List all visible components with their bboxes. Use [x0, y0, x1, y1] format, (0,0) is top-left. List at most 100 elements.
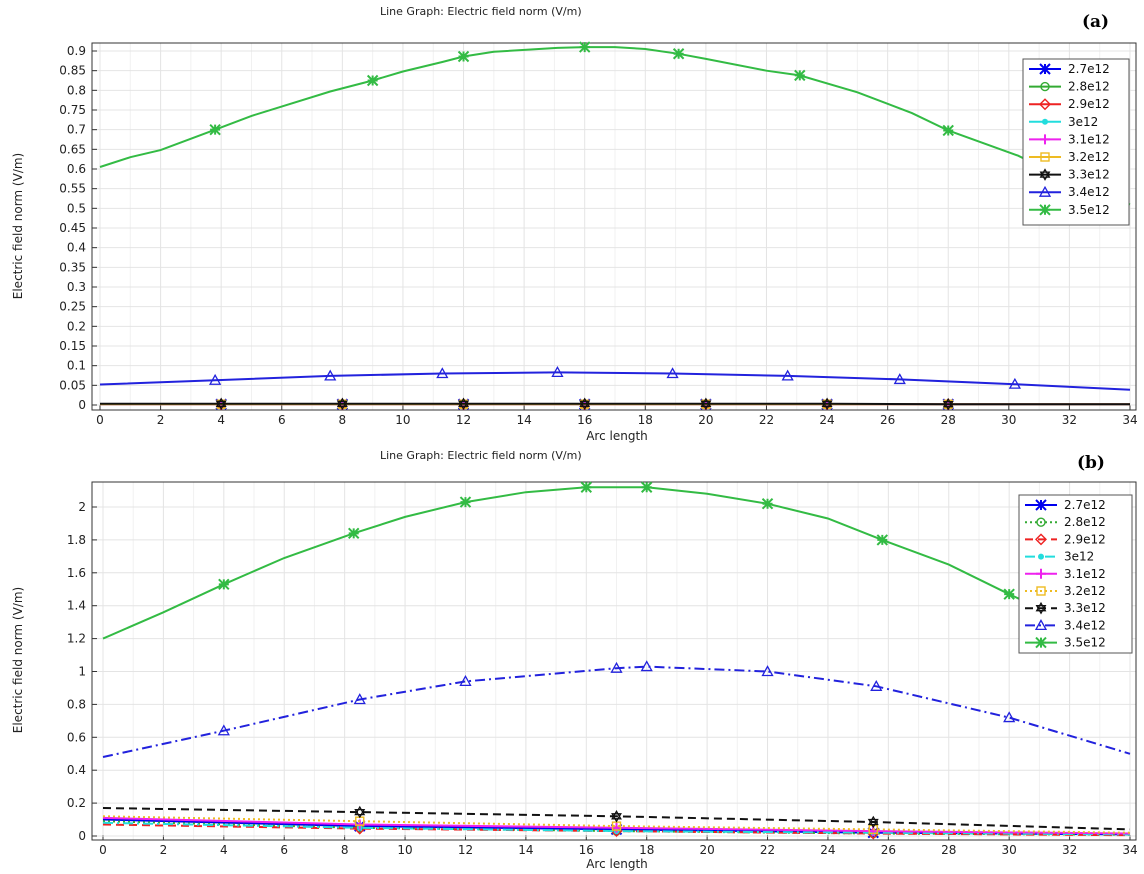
data-point: [354, 805, 366, 816]
data-point: [551, 366, 564, 378]
data-point: [353, 693, 366, 705]
y-tick-label: 0.85: [59, 64, 86, 78]
plot-frame: [91, 481, 1137, 841]
legend-item: 2.8e12: [1029, 80, 1110, 94]
data-point: [781, 369, 794, 381]
y-tick-label: 0.75: [59, 103, 86, 117]
x-tick-label: 4: [220, 843, 228, 857]
data-point: [209, 373, 222, 385]
data-point: [1003, 588, 1015, 600]
data-point: [578, 41, 591, 53]
data-point: [324, 369, 337, 381]
x-tick-label: 18: [639, 843, 654, 857]
data-point: [579, 397, 591, 407]
x-tick-label: 14: [516, 413, 531, 427]
data-point: [1039, 98, 1051, 111]
x-tick-label: 8: [341, 843, 349, 857]
y-tick-label: 0.2: [67, 319, 86, 333]
data-point: [218, 578, 230, 591]
data-point: [1040, 81, 1050, 92]
legend-item: 3.1e12: [1025, 567, 1106, 581]
y-tick-label: 0.6: [67, 162, 86, 176]
x-tick-label: 0: [96, 413, 104, 427]
series-3.5e12: [99, 41, 1131, 206]
series-line: [102, 821, 1131, 836]
data-point: [457, 50, 470, 63]
x-tick-label: 30: [1002, 843, 1017, 857]
x-tick-label: 12: [456, 413, 471, 427]
series-line: [102, 486, 1131, 650]
y-tick-label: 0.05: [59, 378, 86, 392]
data-point: [794, 69, 806, 82]
data-point: [217, 724, 230, 736]
y-tick-label: 0: [78, 398, 86, 412]
data-point: [942, 397, 954, 408]
data-point: [1039, 171, 1051, 181]
y-tick-label: 0.15: [59, 339, 86, 353]
y-tick-label: 0.8: [67, 697, 86, 711]
x-tick-label: 6: [278, 413, 286, 427]
y-tick-label: 0.4: [67, 763, 86, 777]
data-point: [1039, 168, 1051, 178]
x-axis-label: Arc length: [586, 429, 648, 443]
data-point: [876, 534, 889, 546]
data-point: [336, 397, 348, 407]
legend-label: 2.7e12: [1064, 498, 1106, 512]
x-tick-label: 20: [699, 843, 714, 857]
legend-item: 2.8e12: [1025, 515, 1106, 529]
legend-label: 2.9e12: [1068, 97, 1110, 111]
legend-item: 3e12: [1029, 115, 1098, 129]
legend-item: 3.4e12: [1025, 618, 1106, 632]
legend-item: 2.7e12: [1025, 498, 1106, 512]
x-tick-label: 32: [1062, 413, 1077, 427]
data-point: [354, 808, 366, 819]
y-tick-label: 1.2: [67, 632, 86, 646]
legend-item: 3e12: [1025, 550, 1094, 564]
plot-area: [92, 482, 1136, 840]
data-point: [1036, 568, 1046, 579]
data-point: [870, 679, 883, 691]
data-point: [1035, 601, 1047, 612]
data-point: [436, 367, 449, 379]
data-point: [610, 661, 623, 673]
series-3.3e12: [100, 397, 1130, 411]
legend-label: 3.2e12: [1068, 150, 1110, 164]
y-tick-label: 0.7: [67, 123, 86, 137]
legend-label: 3.5e12: [1068, 203, 1110, 217]
x-tick-label: 2: [157, 413, 165, 427]
data-point: [1034, 619, 1048, 631]
y-tick-label: 0.5: [67, 201, 86, 215]
x-tick-label: 24: [820, 843, 835, 857]
y-tick-label: 0.1: [67, 359, 86, 373]
x-tick-label: 14: [518, 843, 533, 857]
x-tick-label: 32: [1062, 843, 1077, 857]
data-point: [459, 675, 472, 687]
data-point: [700, 397, 712, 407]
data-point: [942, 401, 954, 411]
x-tick-label: 10: [397, 843, 412, 857]
data-point: [1035, 533, 1047, 546]
legend-item: 3.5e12: [1029, 203, 1110, 217]
data-point: [209, 123, 221, 136]
data-point: [1038, 553, 1044, 560]
legend: 2.7e12 2.8e12 2.9e12 3e12 3.1e12 3.2e12 3.3e12…: [1018, 494, 1133, 654]
series-3.4e12: [99, 366, 1131, 391]
x-tick-label: 16: [577, 413, 592, 427]
data-point: [761, 665, 774, 677]
x-tick-label: 22: [759, 413, 774, 427]
data-point: [348, 527, 360, 540]
data-point: [580, 481, 593, 493]
legend-label: 3e12: [1068, 115, 1098, 129]
data-point: [1039, 63, 1051, 75]
data-point: [1035, 499, 1047, 511]
data-point: [366, 74, 379, 87]
legend-label: 3.5e12: [1064, 636, 1106, 650]
data-point: [640, 660, 653, 672]
legend-label: 3.3e12: [1068, 168, 1110, 182]
legend-item: 3.5e12: [1025, 636, 1106, 650]
x-tick-label: 16: [579, 843, 594, 857]
data-point: [893, 373, 906, 385]
legend-item: 3.1e12: [1029, 132, 1110, 146]
x-tick-label: 2: [160, 843, 168, 857]
